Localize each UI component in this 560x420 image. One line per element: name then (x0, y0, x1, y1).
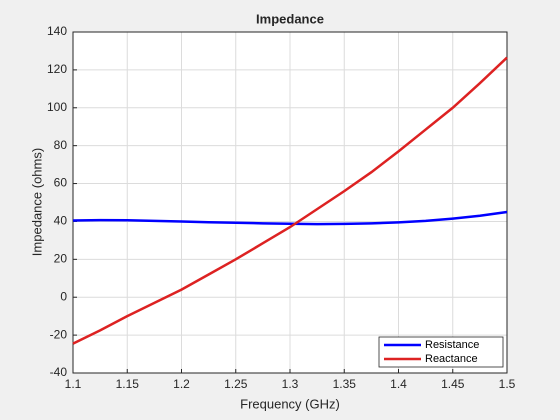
series-line (72, 210, 508, 226)
x-axis-label: Frequency (GHz) (240, 396, 340, 411)
legend-box (378, 336, 504, 368)
y-tick-label: 80 (54, 138, 68, 152)
x-tick-label: 1.25 (224, 377, 248, 391)
y-tick-label: 100 (47, 100, 67, 114)
series-line (72, 56, 508, 345)
y-tick-label: 0 (60, 289, 67, 303)
y-tick-label: 20 (54, 252, 68, 266)
x-tick-label: 1.2 (173, 377, 190, 391)
legend-label: Reactance (425, 353, 478, 365)
x-tick-label: 1.35 (333, 377, 357, 391)
legend-label: Resistance (425, 339, 479, 351)
x-tick-label: 1.45 (441, 377, 465, 391)
y-tick-label: -40 (50, 365, 68, 379)
x-tick-label: 1.5 (499, 377, 516, 391)
chart-title: Impedance (256, 11, 324, 26)
y-tick-label: -20 (50, 327, 68, 341)
y-tick-label: 40 (54, 214, 68, 228)
x-tick-label: 1.1 (65, 377, 82, 391)
x-tick-label: 1.4 (390, 377, 407, 391)
y-tick-label: 120 (47, 62, 67, 76)
axes-box (72, 31, 508, 374)
y-tick-label: 60 (54, 176, 68, 190)
y-tick-label: 140 (47, 24, 67, 38)
x-tick-label: 1.15 (116, 377, 140, 391)
x-tick-label: 1.3 (282, 377, 299, 391)
y-axis-label: Impedance (ohms) (29, 148, 44, 256)
